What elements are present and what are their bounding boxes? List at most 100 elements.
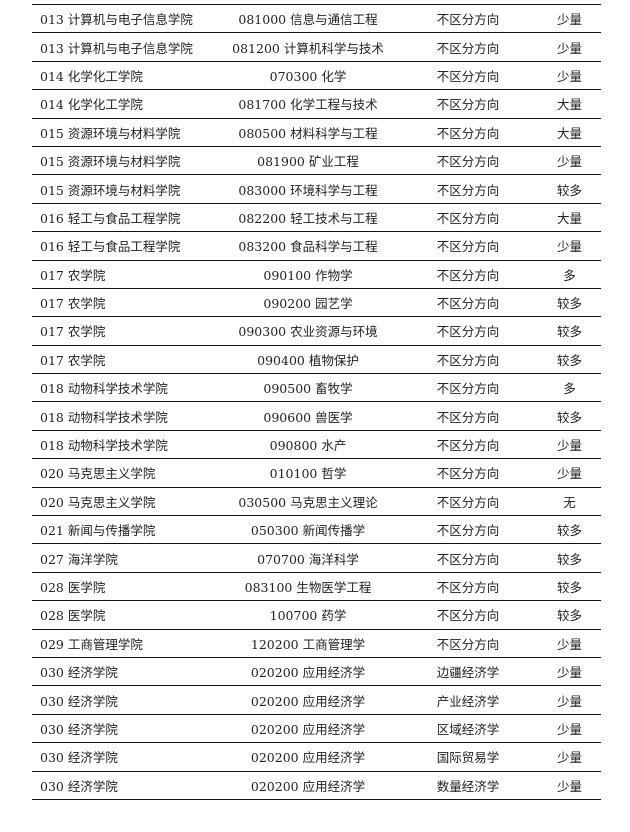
major-cell: 090400 植物保护 xyxy=(218,344,398,375)
college-cell: 013 计算机与电子信息学院 xyxy=(32,32,218,62)
quota-cell: 较多 xyxy=(538,344,601,375)
college-cell: 030 经济学院 xyxy=(32,656,218,687)
college-cell: 030 经济学院 xyxy=(32,742,218,772)
quota-cell: 大量 xyxy=(538,117,601,147)
major-cell: 100700 药学 xyxy=(218,600,398,630)
major-cell: 050300 新闻传播学 xyxy=(218,515,398,545)
direction-cell: 不区分方向 xyxy=(398,117,538,147)
quota-cell: 少量 xyxy=(538,458,601,488)
college-cell: 028 医学院 xyxy=(32,571,218,602)
table-row: 017 农学院 090400 植物保护 不区分方向 较多 xyxy=(32,344,601,375)
major-cell: 010100 哲学 xyxy=(218,458,398,488)
direction-cell: 不区分方向 xyxy=(398,287,538,318)
table-row: 030 经济学院 020200 应用经济学 区域经济学 少量 xyxy=(32,713,601,744)
direction-cell: 不区分方向 xyxy=(398,571,538,602)
quota-cell: 少量 xyxy=(538,32,601,62)
college-cell: 021 新闻与传播学院 xyxy=(32,515,218,545)
college-cell: 030 经济学院 xyxy=(32,770,218,800)
quota-cell: 少量 xyxy=(538,770,601,800)
direction-cell: 不区分方向 xyxy=(398,202,538,233)
direction-cell: 不区分方向 xyxy=(398,32,538,62)
direction-cell: 不区分方向 xyxy=(398,401,538,431)
table-row: 027 海洋学院 070700 海洋科学 不区分方向 较多 xyxy=(32,543,601,573)
direction-cell: 不区分方向 xyxy=(398,60,538,91)
direction-cell: 不区分方向 xyxy=(398,145,538,176)
table-row: 018 动物科学技术学院 090500 畜牧学 不区分方向多 xyxy=(32,373,601,403)
college-cell: 028 医学院 xyxy=(32,600,218,630)
major-cell: 081900 矿业工程 xyxy=(218,145,398,176)
major-cell: 020200 应用经济学 xyxy=(218,770,398,800)
direction-cell: 产业经济学 xyxy=(398,685,538,715)
direction-cell: 不区分方向 xyxy=(398,89,538,119)
college-cell: 018 动物科学技术学院 xyxy=(32,373,218,403)
quota-cell: 较多 xyxy=(538,316,601,346)
table-row: 030 经济学院 020200 应用经济学 边疆经济学 少量 xyxy=(32,656,601,687)
major-cell: 080500 材料科学与工程 xyxy=(218,117,398,147)
direction-cell: 边疆经济学 xyxy=(398,656,538,687)
table-row: 017 农学院 090100 作物学 不区分方向多 xyxy=(32,259,601,289)
table-row: 017 农学院 090300 农业资源与环境 不区分方向 较多 xyxy=(32,316,601,346)
table-row: 015 资源环境与材料学院 083000 环境科学与工程 不区分方向 较多 xyxy=(32,174,601,204)
table-row: 013 计算机与电子信息学院 081200 计算机科学与技术 不区分方向 少量 xyxy=(32,32,601,62)
table-row: 028 医学院 083100 生物医学工程 不区分方向 较多 xyxy=(32,571,601,602)
quota-cell: 少量 xyxy=(538,656,601,687)
table-row: 030 经济学院 020200 应用经济学 国际贸易学 少量 xyxy=(32,742,601,772)
quota-cell: 少量 xyxy=(538,3,601,34)
college-cell: 014 化学化工学院 xyxy=(32,60,218,91)
direction-cell: 不区分方向 xyxy=(398,174,538,204)
college-cell: 030 经济学院 xyxy=(32,685,218,715)
major-cell: 020200 应用经济学 xyxy=(218,656,398,687)
quota-cell: 较多 xyxy=(538,600,601,630)
table-row: 015 资源环境与材料学院 080500 材料科学与工程 不区分方向 大量 xyxy=(32,117,601,147)
direction-cell: 不区分方向 xyxy=(398,628,538,658)
quota-cell: 大量 xyxy=(538,89,601,119)
table-row: 018 动物科学技术学院 090800 水产 不区分方向 少量 xyxy=(32,429,601,460)
direction-cell: 不区分方向 xyxy=(398,344,538,375)
admissions-table: 013 计算机与电子信息学院 081000 信息与通信工程 不区分方向 少量 013 计… xyxy=(32,3,601,800)
college-cell: 018 动物科学技术学院 xyxy=(32,429,218,460)
college-cell: 015 资源环境与材料学院 xyxy=(32,174,218,204)
table-row: 016 轻工与食品工程学院 082200 轻工技术与工程 不区分方向 大量 xyxy=(32,202,601,233)
quota-cell: 较多 xyxy=(538,571,601,602)
quota-cell: 少量 xyxy=(538,231,601,261)
quota-cell: 较多 xyxy=(538,543,601,573)
college-cell: 017 农学院 xyxy=(32,316,218,346)
major-cell: 083200 食品科学与工程 xyxy=(218,231,398,261)
major-cell: 030500 马克思主义理论 xyxy=(218,486,398,517)
direction-cell: 不区分方向 xyxy=(398,515,538,545)
table-row: 018 动物科学技术学院 090600 兽医学 不区分方向 较多 xyxy=(32,401,601,431)
table-body: 013 计算机与电子信息学院 081000 信息与通信工程 不区分方向 少量 013 计… xyxy=(32,3,601,800)
direction-cell: 不区分方向 xyxy=(398,316,538,346)
major-cell: 090200 园艺学 xyxy=(218,287,398,318)
college-cell: 015 资源环境与材料学院 xyxy=(32,117,218,147)
direction-cell: 数量经济学 xyxy=(398,770,538,800)
direction-cell: 不区分方向 xyxy=(398,259,538,289)
major-cell: 083100 生物医学工程 xyxy=(218,571,398,602)
major-cell: 070300 化学 xyxy=(218,60,398,91)
major-cell: 082200 轻工技术与工程 xyxy=(218,202,398,233)
table-row: 015 资源环境与材料学院 081900 矿业工程 不区分方向 少量 xyxy=(32,145,601,176)
college-cell: 018 动物科学技术学院 xyxy=(32,401,218,431)
table-row: 021 新闻与传播学院 050300 新闻传播学 不区分方向 较多 xyxy=(32,515,601,545)
table-row: 013 计算机与电子信息学院 081000 信息与通信工程 不区分方向 少量 xyxy=(32,3,601,34)
major-cell: 070700 海洋科学 xyxy=(218,543,398,573)
direction-cell: 国际贸易学 xyxy=(398,742,538,772)
table-row: 020 马克思主义学院 030500 马克思主义理论 不区分方向无 xyxy=(32,486,601,517)
major-cell: 120200 工商管理学 xyxy=(218,628,398,658)
quota-cell: 少量 xyxy=(538,713,601,744)
table-row: 014 化学化工学院 081700 化学工程与技术 不区分方向 大量 xyxy=(32,89,601,119)
quota-cell: 较多 xyxy=(538,174,601,204)
college-cell: 016 轻工与食品工程学院 xyxy=(32,231,218,261)
college-cell: 020 马克思主义学院 xyxy=(32,486,218,517)
table-row: 014 化学化工学院 070300 化学 不区分方向 少量 xyxy=(32,60,601,91)
quota-cell: 较多 xyxy=(538,287,601,318)
major-cell: 090100 作物学 xyxy=(218,259,398,289)
direction-cell: 不区分方向 xyxy=(398,3,538,34)
table-row: 029 工商管理学院 120200 工商管理学 不区分方向 少量 xyxy=(32,628,601,658)
quota-cell: 多 xyxy=(538,259,601,289)
quota-cell: 少量 xyxy=(538,145,601,176)
direction-cell: 不区分方向 xyxy=(398,373,538,403)
quota-cell: 少量 xyxy=(538,742,601,772)
college-cell: 017 农学院 xyxy=(32,287,218,318)
table-row: 030 经济学院 020200 应用经济学 数量经济学 少量 xyxy=(32,770,601,800)
